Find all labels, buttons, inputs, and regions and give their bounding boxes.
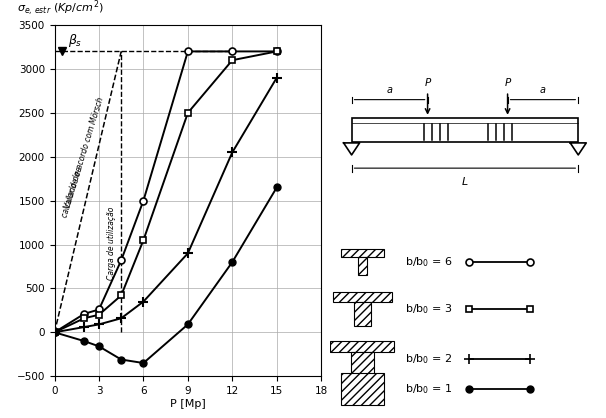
Text: Carga de utilização: Carga de utilização — [107, 206, 116, 280]
Bar — [333, 292, 391, 302]
Text: b/b$_0$ = 6: b/b$_0$ = 6 — [405, 255, 453, 269]
X-axis label: P [Mp]: P [Mp] — [170, 399, 205, 409]
Text: b/b$_0$ = 1: b/b$_0$ = 1 — [405, 382, 453, 396]
Text: P: P — [424, 78, 431, 88]
Text: P: P — [504, 78, 511, 88]
Bar — [354, 302, 371, 326]
Text: $\beta_s$: $\beta_s$ — [68, 32, 82, 49]
Bar — [330, 341, 395, 352]
Text: calculado de acordo com Mörsch: calculado de acordo com Mörsch — [60, 96, 105, 218]
Bar — [351, 352, 373, 377]
Text: Valor de σe: Valor de σe — [63, 166, 84, 209]
Text: L: L — [462, 176, 468, 186]
Text: a: a — [540, 85, 546, 95]
Bar — [341, 250, 384, 257]
Text: b/b$_0$ = 3: b/b$_0$ = 3 — [405, 302, 453, 316]
Bar — [341, 373, 384, 405]
Text: $\sigma_{e,\,estr}\ (Kp/cm^2)$: $\sigma_{e,\,estr}\ (Kp/cm^2)$ — [17, 0, 104, 18]
Text: a: a — [387, 85, 393, 95]
Bar — [351, 118, 578, 142]
Bar — [358, 257, 367, 275]
Text: b/b$_0$ = 2: b/b$_0$ = 2 — [405, 352, 453, 366]
